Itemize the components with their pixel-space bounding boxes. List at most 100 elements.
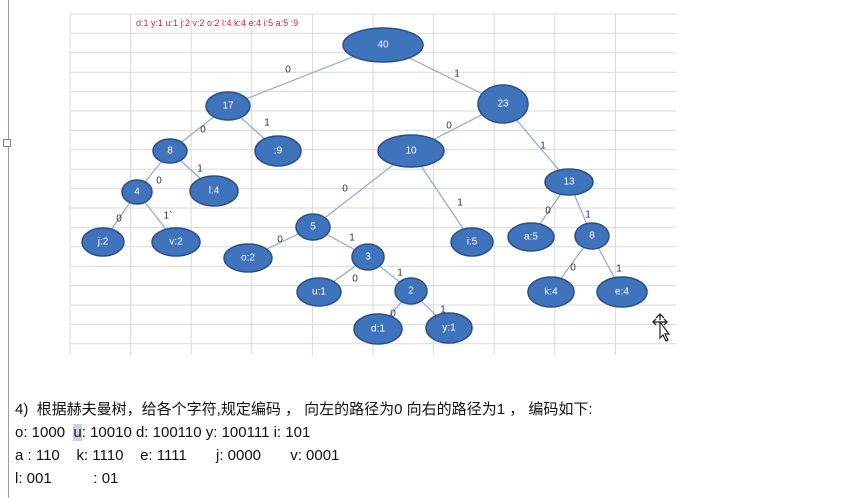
node-ellipse	[596, 276, 648, 308]
node-label: 3	[365, 252, 371, 263]
node-ellipse	[342, 27, 424, 63]
spreadsheet-grid	[69, 13, 676, 355]
tree-node: j:2	[81, 227, 125, 257]
edge-label: 0	[570, 263, 576, 274]
edge-label: 1`	[164, 210, 173, 222]
node-label: 5	[310, 222, 316, 233]
node-label: 4	[134, 187, 140, 198]
node-ellipse	[151, 227, 201, 257]
move-cursor-icon	[652, 313, 671, 342]
code-line-2: a : 110 k: 1110 e: 1111 j: 0000 v: 0001	[15, 447, 339, 464]
node-label: 17	[222, 101, 234, 112]
tree-node: 17	[205, 91, 251, 121]
tree-node: 40	[342, 27, 424, 63]
node-ellipse	[507, 222, 555, 252]
node-label: o:2	[241, 253, 255, 264]
tree-node: e:4	[596, 276, 648, 308]
huffman-tree-diagram: d:1 y:1 u:1 j:2 v:2 o:2 l:4 k:4 e:4 i:5 …	[69, 13, 676, 355]
frequency-legend: d:1 y:1 u:1 j:2 v:2 o:2 l:4 k:4 e:4 i:5 …	[136, 18, 298, 28]
code-space: : 01	[93, 470, 119, 487]
tree-node: 4	[121, 179, 153, 205]
node-label: 8	[589, 231, 595, 242]
node-ellipse	[450, 227, 494, 257]
node-label: 8	[167, 146, 173, 157]
edge-label: 1	[349, 233, 355, 244]
edge-label: 0	[352, 274, 358, 285]
code-a: a : 110	[15, 447, 77, 464]
node-label: j:2	[97, 237, 109, 248]
code-e: e: 1111	[140, 447, 216, 464]
tree-node: o:2	[223, 243, 273, 273]
code-line-3: l: 001 : 01	[15, 470, 118, 487]
node-label: 13	[563, 177, 575, 188]
tree-node: 3	[351, 243, 385, 271]
node-ellipse	[527, 276, 575, 308]
node-label: v:2	[169, 237, 183, 248]
code-y: y: 100111	[205, 424, 274, 441]
node-ellipse	[351, 243, 385, 271]
tree-node: 23	[477, 84, 529, 124]
node-ellipse	[544, 168, 594, 196]
tree-node: 8	[152, 138, 188, 164]
tree-node: d:1	[353, 313, 403, 345]
node-label: e:4	[615, 287, 629, 298]
node-ellipse	[394, 277, 428, 305]
node-label: a:5	[524, 232, 538, 243]
tree-node: 5	[295, 213, 331, 241]
edge-label: 1	[457, 198, 463, 209]
selection-handle[interactable]	[3, 139, 11, 147]
node-label: l:4	[209, 186, 220, 197]
edge-label: 1	[616, 264, 622, 275]
code-u: : 10010	[81, 424, 136, 441]
node-ellipse	[152, 138, 188, 164]
node-ellipse	[81, 227, 125, 257]
edge-label: 0	[285, 65, 291, 76]
tree-node: u:1	[296, 277, 342, 307]
encoding-heading: 4) 根据赫夫曼树，给各个字符,规定编码 ， 向左的路径为0 向右的路径为1 ，…	[15, 401, 593, 418]
node-ellipse	[477, 84, 529, 124]
edge-label: 1	[454, 69, 460, 80]
tree-node: y:1	[425, 312, 473, 344]
node-ellipse	[425, 312, 473, 344]
node-label: i:5	[467, 237, 478, 248]
edge-label: 0	[390, 309, 396, 320]
code-v: v: 0001	[290, 447, 340, 464]
tree-node: :9	[254, 135, 302, 167]
node-ellipse	[295, 213, 331, 241]
tree-node: i:5	[450, 227, 494, 257]
edge-label: 0	[200, 125, 206, 136]
node-label: k:4	[544, 287, 558, 298]
node-label: d:1	[371, 324, 385, 335]
edge-label: 1	[540, 141, 546, 152]
code-k: k: 1110	[76, 447, 141, 464]
node-ellipse	[377, 134, 445, 168]
tree-node: l:4	[189, 175, 239, 207]
edge-label: 0	[277, 235, 283, 246]
edge-label: 1	[440, 305, 446, 316]
code-d: d: 100110	[135, 424, 206, 441]
tree-node: a:5	[507, 222, 555, 252]
code-o: o: 1000	[15, 424, 74, 441]
code-i: i: 101	[273, 424, 311, 441]
node-ellipse	[121, 179, 153, 205]
edge-label: 0	[446, 121, 452, 132]
node-label: 10	[405, 146, 417, 157]
node-label: 40	[377, 40, 389, 51]
node-label: y:1	[442, 323, 456, 334]
node-label: :9	[274, 146, 283, 157]
node-label: 2	[408, 286, 414, 297]
code-u-char[interactable]: u	[73, 424, 82, 441]
code-j: j: 0000	[215, 447, 291, 464]
left-margin-rule	[8, 0, 9, 498]
tree-node: 8	[574, 222, 610, 250]
tree-node: 2	[394, 277, 428, 305]
edge-label: 1	[397, 268, 403, 279]
edge-label: 0	[545, 206, 551, 217]
node-ellipse	[223, 243, 273, 273]
tree-node: 10	[377, 134, 445, 168]
tree-node: k:4	[527, 276, 575, 308]
node-ellipse	[189, 175, 239, 207]
code-line-1: o: 1000 u: 10010 d: 100110 y: 100111 i: …	[15, 424, 310, 441]
node-ellipse	[353, 313, 403, 345]
